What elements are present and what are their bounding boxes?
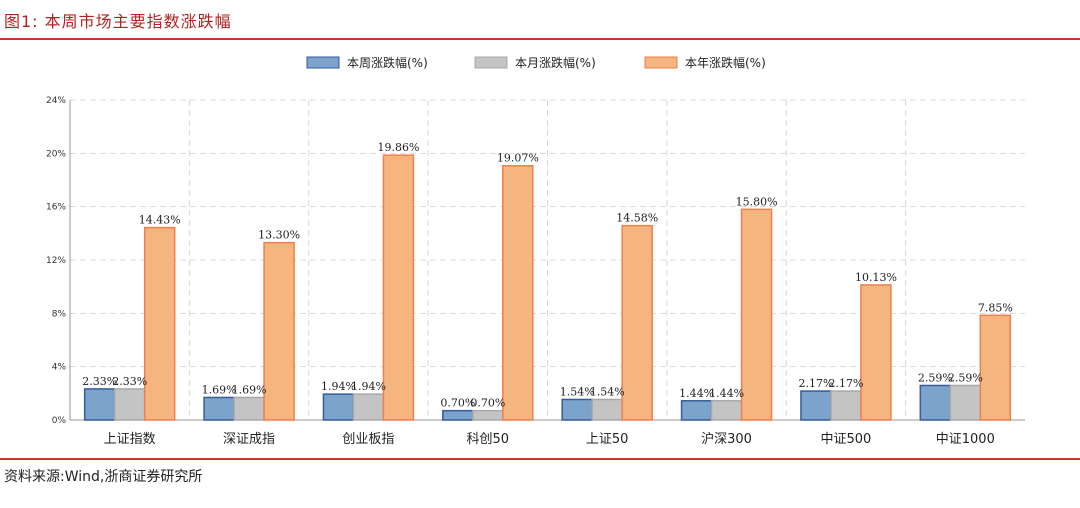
bars-group xyxy=(83,154,1012,421)
source-rule xyxy=(0,458,1080,460)
x-tick-label: 沪深300 xyxy=(701,431,752,447)
bar xyxy=(860,284,892,421)
data-label: 2.17% xyxy=(828,377,863,390)
title-rule xyxy=(0,38,1080,40)
bar xyxy=(680,400,713,421)
data-label: 1.44% xyxy=(679,387,714,400)
data-label: 7.85% xyxy=(978,301,1013,314)
bar xyxy=(442,409,474,421)
y-tick-label: 20% xyxy=(46,149,66,159)
legend-label: 本月涨跌幅(%) xyxy=(515,55,596,70)
bar xyxy=(472,409,504,421)
bar xyxy=(710,400,743,421)
data-label: 19.07% xyxy=(497,152,539,165)
bar xyxy=(83,388,116,421)
data-labels-group: 2.33%2.33% 14.43% 1.69%1.69% 13.30% 1.94%1.9… xyxy=(82,141,1013,409)
legend-swatch xyxy=(644,56,678,69)
bar xyxy=(621,224,653,421)
data-label: 10.13% xyxy=(855,271,897,284)
bar xyxy=(919,384,952,421)
data-label: 0.70% xyxy=(440,397,475,410)
data-label: 14.43% xyxy=(139,214,181,227)
bar xyxy=(591,398,623,421)
bar xyxy=(143,226,176,421)
bar xyxy=(113,388,146,421)
bar xyxy=(382,154,415,421)
bar xyxy=(979,314,1012,421)
data-label: 2.33% xyxy=(112,375,147,388)
bar xyxy=(263,241,295,421)
bar xyxy=(203,396,235,421)
data-label: 1.44% xyxy=(709,387,744,400)
y-tick-label: 4% xyxy=(52,363,67,373)
chart-legend: 本周涨跌幅(%) 本月涨跌幅(%) 本年涨跌幅(%) xyxy=(306,55,766,70)
data-label: 1.54% xyxy=(560,385,595,398)
data-label: 2.59% xyxy=(948,371,983,384)
x-tick-label: 中证1000 xyxy=(936,432,995,447)
data-label: 14.58% xyxy=(616,212,658,225)
bar-chart: 本周涨跌幅(%) 本月涨跌幅(%) 本年涨跌幅(%) 0% 4% 8% 12% 16% 20%… xyxy=(46,55,1025,447)
data-label: 15.80% xyxy=(736,195,778,208)
x-tick-label: 上证指数 xyxy=(104,432,156,447)
data-label: 2.17% xyxy=(798,377,833,390)
y-tick-label: 16% xyxy=(46,203,66,213)
bar xyxy=(740,208,773,421)
data-label: 19.86% xyxy=(377,141,419,154)
x-tick-label: 上证50 xyxy=(586,432,629,447)
legend-label: 本周涨跌幅(%) xyxy=(347,55,428,70)
data-label: 1.69% xyxy=(232,383,267,396)
bar xyxy=(352,393,385,421)
bar xyxy=(233,396,265,421)
data-label: 2.59% xyxy=(918,371,953,384)
legend-swatch xyxy=(474,56,508,69)
data-label: 1.69% xyxy=(202,383,237,396)
bar xyxy=(561,398,593,421)
data-label: 1.54% xyxy=(590,385,625,398)
data-label: 2.33% xyxy=(82,375,117,388)
figure-title: 图1: 本周市场主要指数涨跌幅 xyxy=(4,12,232,31)
source-note: 资料来源:Wind,浙商证券研究所 xyxy=(4,469,203,485)
y-tick-label: 12% xyxy=(46,256,66,266)
bar xyxy=(322,393,355,421)
y-tick-label: 0% xyxy=(52,416,67,426)
legend-swatch xyxy=(306,56,340,69)
bar xyxy=(949,384,982,421)
y-tick-label: 24% xyxy=(46,96,66,106)
y-tick-label: 8% xyxy=(52,309,67,319)
x-tick-label: 科创50 xyxy=(467,432,510,447)
data-label: 1.94% xyxy=(351,380,386,393)
bar xyxy=(502,164,534,421)
bar xyxy=(830,390,862,421)
data-label: 0.70% xyxy=(470,397,505,410)
x-tick-label: 中证500 xyxy=(821,432,872,447)
x-tick-label: 创业板指 xyxy=(342,432,394,447)
data-label: 13.30% xyxy=(258,229,300,242)
x-axis: 上证指数 深证成指 创业板指 科创50 上证50 沪深300 中证500 中证1000 xyxy=(104,431,995,447)
data-label: 1.94% xyxy=(321,380,356,393)
legend-label: 本年涨跌幅(%) xyxy=(685,55,766,70)
x-tick-label: 深证成指 xyxy=(223,432,275,447)
bar xyxy=(800,390,832,421)
